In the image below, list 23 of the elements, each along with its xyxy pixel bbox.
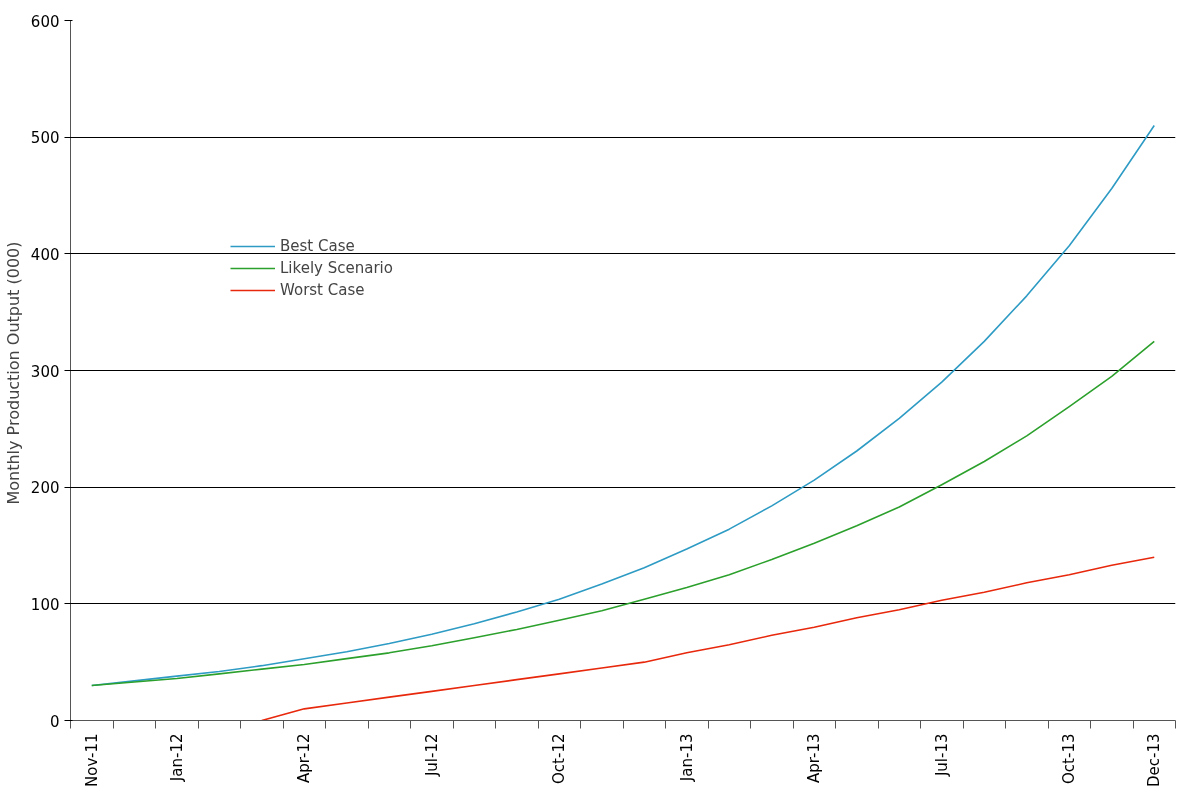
y-tick-label: 600	[30, 12, 60, 31]
x-tick-label: Jul-12	[422, 733, 441, 778]
x-tick-label: Jan-13	[677, 733, 696, 783]
legend-label: Worst Case	[280, 281, 365, 299]
line-series	[90, 340, 1156, 687]
x-tick-label: Oct-12	[550, 733, 569, 784]
y-tick-label: 300	[30, 362, 60, 381]
x-tick-label: Oct-13	[1060, 733, 1079, 784]
legend-label: Likely Scenario	[280, 259, 393, 277]
x-tick-label: Apr-13	[805, 733, 824, 783]
y-tick-label: 100	[30, 595, 60, 614]
line-series	[260, 556, 1156, 721]
x-tick-label: Nov-11	[82, 733, 101, 787]
y-tick-label: 500	[30, 129, 60, 148]
x-tick-label: Apr-12	[295, 733, 314, 783]
legend-label: Best Case	[280, 237, 355, 255]
y-tick-label: 0	[49, 712, 60, 731]
x-tick-label: Jan-12	[167, 733, 186, 783]
x-tick-label: Dec-13	[1145, 733, 1164, 788]
x-tick-label: Jul-13	[932, 733, 951, 778]
y-tick-label: 400	[30, 245, 60, 264]
y-tick-label: 200	[30, 479, 60, 498]
y-axis-title: Monthly Production Output (000)	[3, 241, 23, 505]
